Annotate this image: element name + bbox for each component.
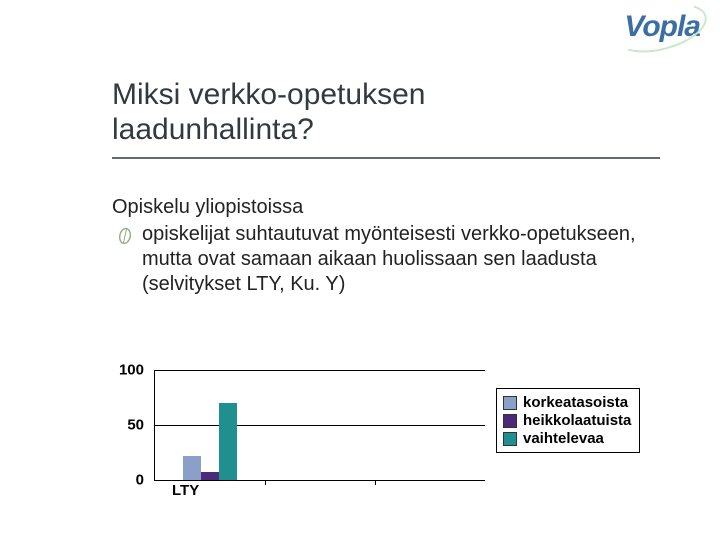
bar-korkeatasoista (183, 456, 201, 480)
bar-vaihtelevaa (219, 403, 237, 480)
bar-heikkolaatuista (201, 472, 219, 480)
gridline-50 (155, 425, 485, 426)
category-divider (265, 480, 266, 485)
chart-legend: korkeatasoista heikkolaatuista vaihtelev… (496, 388, 640, 453)
gridline-100 (155, 370, 485, 371)
legend-label-vaihtelevaa: vaihtelevaa (523, 430, 604, 447)
slide-title: Miksi verkko-opetuksen laadunhallinta? (112, 78, 660, 147)
y-tick-50: 50 (127, 417, 144, 434)
swatch-korkeatasoista (503, 396, 517, 410)
bullet-item: opiskelijat suhtautuvat myönteisesti ver… (112, 222, 650, 297)
legend-item-vaihtelevaa: vaihtelevaa (503, 430, 631, 447)
legend-item-korkeatasoista: korkeatasoista (503, 394, 631, 411)
slide-title-block: Miksi verkko-opetuksen laadunhallinta? (112, 78, 660, 167)
swatch-heikkolaatuista (503, 414, 517, 428)
y-tick-100: 100 (119, 362, 144, 379)
legend-item-heikkolaatuista: heikkolaatuista (503, 412, 631, 429)
plot-area (154, 370, 485, 481)
y-tick-0: 0 (136, 472, 144, 489)
x-label-lty: LTY (172, 482, 199, 499)
vopla-logo: Vopla (624, 10, 700, 44)
logo-text: Vopla (624, 10, 700, 43)
title-line-2: laadunhallinta? (112, 113, 314, 146)
title-line-1: Miksi verkko-opetuksen (112, 78, 425, 111)
swatch-vaihtelevaa (503, 432, 517, 446)
body-subheading: Opiskelu yliopistoissa (112, 195, 650, 220)
slide-body: Opiskelu yliopistoissa opiskelijat suhta… (112, 195, 650, 297)
bullet-text: opiskelijat suhtautuvat myönteisesti ver… (142, 222, 650, 297)
legend-label-korkeatasoista: korkeatasoista (523, 394, 628, 411)
legend-label-heikkolaatuista: heikkolaatuista (523, 412, 631, 429)
title-underline (112, 157, 660, 159)
y-axis-labels: 100 50 0 (100, 370, 150, 480)
category-divider (375, 480, 376, 485)
leaf-bullet-icon (118, 227, 132, 245)
quality-chart: 100 50 0 LTY korkeatasoista heikkolaatui… (100, 370, 620, 520)
